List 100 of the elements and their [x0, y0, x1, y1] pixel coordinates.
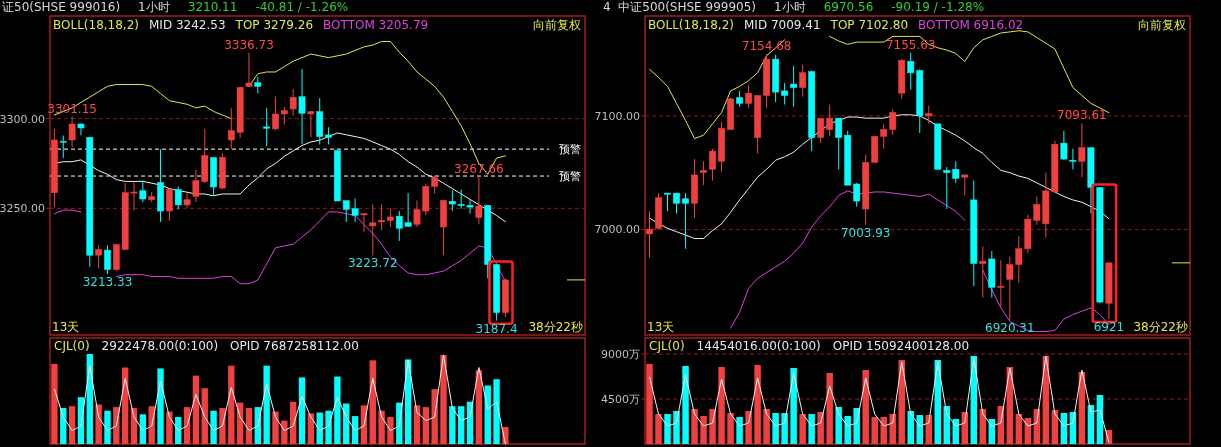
- annotation: MID 3242.53: [149, 18, 226, 32]
- bar: [682, 366, 689, 444]
- candlestick: [799, 64, 807, 98]
- annotation: OPID 15092400128.00: [832, 339, 970, 353]
- bar: [166, 411, 173, 444]
- bar: [799, 414, 806, 444]
- text: 6970.56: [823, 0, 874, 14]
- bar: [449, 406, 456, 444]
- bar: [387, 417, 394, 444]
- bar: [871, 417, 878, 444]
- bar: [673, 411, 680, 444]
- candlestick: [979, 245, 987, 299]
- candlestick: [183, 192, 191, 209]
- annotation: 3223.72: [347, 256, 398, 271]
- text: -90.19 / -1.28%: [891, 0, 985, 14]
- bar: [458, 406, 465, 444]
- candlestick: [298, 68, 306, 145]
- ref-line-label: 预警: [559, 143, 581, 157]
- annotation: TOP 7102.80: [829, 18, 909, 32]
- candlestick: [475, 176, 483, 225]
- bar: [880, 417, 887, 444]
- candlestick: [700, 160, 707, 186]
- bar: [378, 410, 385, 444]
- candlestick: [263, 107, 270, 147]
- text: 38分22秒: [528, 320, 583, 334]
- chart-title: CJL(0): [649, 339, 685, 353]
- candlestick: [673, 192, 680, 215]
- candlestick: [95, 244, 102, 269]
- text: 2922478.00(0:100): [101, 339, 219, 353]
- candlestick: [826, 104, 834, 137]
- bar: [334, 376, 341, 444]
- candlestick: [961, 174, 969, 196]
- y-tick-label: 4500万: [601, 393, 640, 406]
- bar: [835, 407, 842, 444]
- candlestick: [174, 185, 182, 210]
- bar: [808, 414, 815, 444]
- chart-title: 证50(SHSE 999016): [2, 0, 121, 14]
- candlestick: [1078, 122, 1086, 178]
- candlestick: [68, 116, 76, 148]
- annotation: 7154.68: [741, 38, 792, 53]
- candlestick: [745, 84, 752, 109]
- candlestick: [709, 148, 716, 182]
- bar: [862, 370, 869, 444]
- bar: [700, 416, 707, 444]
- bar: [272, 411, 279, 444]
- annotation: 3213.33: [82, 275, 133, 290]
- y-tick-label: 7000.00: [594, 223, 640, 237]
- bar: [245, 408, 253, 444]
- chart-subtitle: 1小时: [774, 0, 806, 14]
- bar: [95, 404, 102, 444]
- bar: [745, 411, 752, 444]
- annotation: 13天: [647, 320, 675, 334]
- bar: [281, 420, 288, 444]
- candlestick: [289, 88, 297, 117]
- annotation: BOTTOM 3205.79: [323, 18, 429, 32]
- candlestick: [387, 208, 394, 228]
- annotation: 7093.61: [1057, 108, 1107, 123]
- ref-line-label: 预警: [559, 170, 581, 184]
- annotation: BOLL(18,18,2): [53, 18, 140, 32]
- text: 38分22秒: [1133, 320, 1188, 334]
- bar: [51, 363, 58, 444]
- bar: [325, 410, 332, 444]
- bar: [664, 414, 671, 444]
- bar: [781, 413, 788, 444]
- y-tick-label: 3300.00: [0, 112, 45, 126]
- bar: [736, 417, 743, 444]
- bar: [898, 360, 905, 444]
- text: -40.81 / -1.26%: [255, 0, 349, 14]
- candlestick: [835, 117, 843, 170]
- candlestick: [925, 105, 933, 125]
- bar: [157, 368, 164, 444]
- bar: [754, 365, 761, 444]
- annotation: 3336.73: [224, 37, 274, 52]
- chart-title: CJL(0): [54, 339, 90, 353]
- candlestick: [104, 244, 111, 275]
- bar: [104, 410, 111, 444]
- candlestick: [790, 65, 798, 108]
- candlestick: [272, 95, 279, 131]
- candlestick: [245, 52, 253, 87]
- candlestick: [307, 110, 315, 138]
- bar: [718, 367, 725, 444]
- annotation: TOP 3279.26: [234, 18, 314, 32]
- annotation: 14454016.00(0:100): [696, 339, 821, 353]
- bar: [772, 413, 779, 444]
- bar: [219, 408, 226, 444]
- bar: [422, 407, 430, 444]
- text: OPID 7687258112.00: [230, 339, 359, 353]
- candlestick: [1060, 130, 1068, 161]
- annotation: 7003.93: [840, 225, 891, 240]
- bar: [201, 388, 208, 444]
- annotation: BOTTOM 6916.02: [918, 18, 1024, 32]
- candlestick: [1069, 148, 1077, 170]
- y-tick-label: 7100.00: [594, 109, 640, 123]
- text: 3210.11: [187, 0, 238, 14]
- candlestick: [77, 122, 85, 136]
- candlestick: [166, 188, 173, 222]
- bar: [889, 414, 896, 444]
- bar: [655, 414, 662, 444]
- annotation: 6921: [1093, 320, 1125, 335]
- bar: [210, 410, 217, 444]
